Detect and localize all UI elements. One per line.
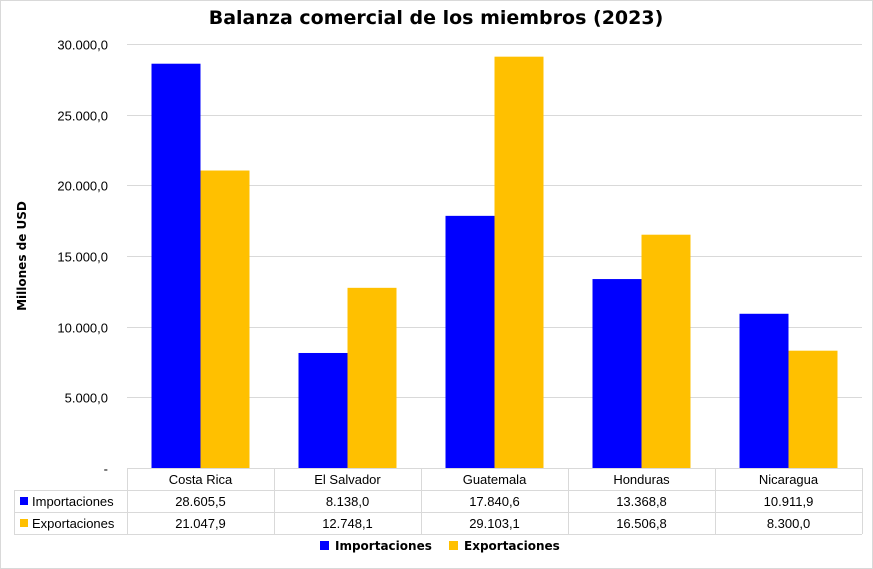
data-value-label: 17.840,6 — [469, 494, 520, 509]
legend-label: Exportaciones — [464, 539, 560, 553]
y-axis-ticks: - 5.000,0 10.000,0 15.000,0 20.000,0 25.000,0… — [57, 38, 108, 477]
legend-key — [320, 541, 329, 550]
data-value-label: 16.506,8 — [616, 516, 667, 531]
category-label: Guatemala — [463, 472, 527, 487]
data-value-label: 13.368,8 — [616, 494, 667, 509]
data-table: Costa Rica El Salvador Guatemala Honduras Ni… — [14, 468, 863, 535]
data-value-label: 29.103,1 — [469, 516, 520, 531]
bar-exportaciones-guatemala — [494, 56, 544, 469]
y-tick-label: - — [104, 462, 108, 477]
y-tick-label: 20.000,0 — [57, 179, 108, 194]
table-series-name: Importaciones — [32, 494, 114, 509]
y-tick-label: 5.000,0 — [65, 391, 108, 406]
chart-title: Balanza comercial de los miembros (2023) — [209, 7, 664, 29]
category-label: Costa Rica — [169, 472, 233, 487]
data-value-label: 8.138,0 — [326, 494, 369, 509]
category-label: El Salvador — [314, 472, 381, 487]
y-tick-label: 30.000,0 — [57, 38, 108, 53]
bar-exportaciones-nicaragua — [788, 350, 838, 468]
bar-importaciones-honduras — [592, 279, 642, 468]
data-value-label: 21.047,9 — [175, 516, 226, 531]
legend: Importaciones Exportaciones — [320, 539, 560, 553]
category-label: Honduras — [613, 472, 670, 487]
bar-exportaciones-el-salvador — [347, 287, 397, 468]
data-value-label: 12.748,1 — [322, 516, 373, 531]
data-value-label: 28.605,5 — [175, 494, 226, 509]
bar-exportaciones-honduras — [641, 234, 691, 468]
bar-importaciones-costa-rica — [151, 63, 201, 469]
table-series-name: Exportaciones — [32, 516, 115, 531]
y-tick-label: 15.000,0 — [57, 250, 108, 265]
bar-exportaciones-costa-rica — [200, 170, 250, 468]
data-value-label: 10.911,9 — [764, 494, 814, 509]
data-value-label: 8.300,0 — [767, 516, 810, 531]
y-tick-label: 25.000,0 — [57, 109, 108, 124]
bars — [151, 56, 838, 469]
legend-label: Importaciones — [335, 539, 432, 553]
category-label: Nicaragua — [759, 472, 819, 487]
table-legend-key — [20, 519, 28, 527]
legend-key — [449, 541, 458, 550]
table-legend-key — [20, 497, 28, 505]
bar-importaciones-guatemala — [445, 215, 495, 468]
bar-importaciones-nicaragua — [739, 313, 789, 468]
y-tick-label: 10.000,0 — [57, 321, 108, 336]
bar-importaciones-el-salvador — [298, 352, 348, 468]
y-axis-label: Millones de USD — [15, 201, 29, 311]
